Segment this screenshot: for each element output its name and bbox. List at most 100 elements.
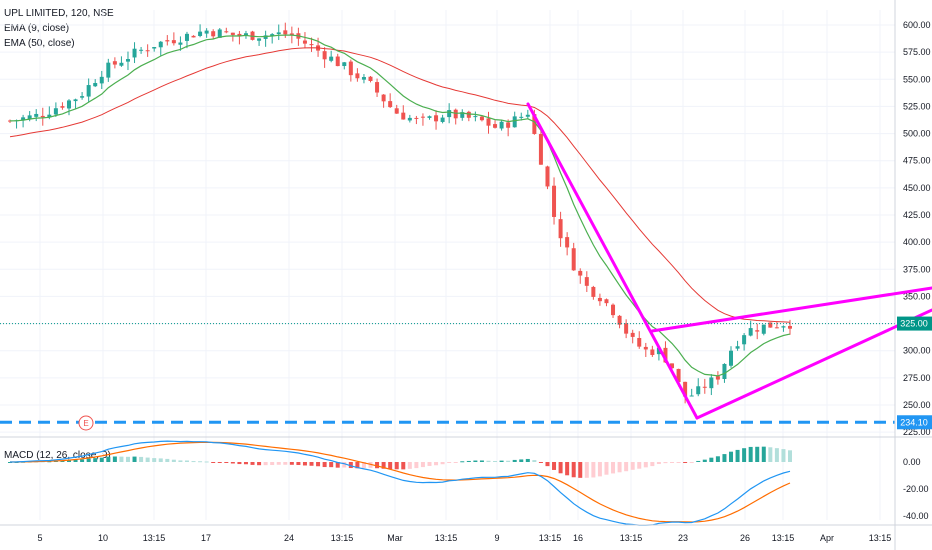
support-price-tag [897,415,932,430]
price-tick-label: 600.00 [903,20,931,30]
macd-histogram-bar [309,462,314,466]
candle-body [755,330,760,332]
macd-tick-label: 0.00 [903,457,921,467]
candle-body [414,117,419,119]
candle-body [217,29,222,38]
candle-body [591,286,596,297]
candle-body [696,386,701,395]
price-tick-label: 350.00 [903,291,931,301]
macd-histogram-bar [768,447,773,462]
macd-histogram-bar [532,460,537,462]
candle-body [27,115,32,120]
macd-histogram-bar [630,462,635,470]
macd-histogram-bar [643,462,648,468]
macd-histogram-bar [276,462,281,465]
price-tick-label: 475.00 [903,156,931,166]
ema50-line [9,47,791,323]
candle-body [348,61,353,76]
candle-body [427,116,432,118]
candle-body [637,338,642,347]
last-price-tag [897,316,932,331]
time-tick-label: 13:15 [435,533,458,543]
macd-histogram-bar [742,448,747,462]
pattern-line[interactable] [650,286,932,333]
candle-body [709,377,714,389]
candle-body [329,56,334,61]
candle-body [86,85,91,97]
macd-histogram-bar [316,462,321,467]
candle-body [119,62,124,66]
macd-histogram-bar [748,446,753,462]
macd-histogram-bar [388,462,393,470]
candle-body [525,114,530,117]
macd-histogram-bar [414,462,419,469]
macd-histogram-bar [729,451,734,462]
candle-body [165,40,170,42]
candle-body [224,31,229,33]
pattern-line[interactable] [695,308,932,420]
macd-histogram-bar [250,462,255,465]
time-tick-label: Apr [820,533,834,543]
macd-histogram-bar [722,454,727,462]
macd-histogram-bar [440,462,445,465]
candle-body [519,116,524,118]
support-price-tag-text: 234.10 [900,417,928,427]
event-marker-label: E [83,419,88,428]
candle-body [702,386,707,388]
last-price-tag-text: 325.00 [900,319,928,329]
candle-body [460,112,465,118]
macd-histogram-bar [571,462,576,478]
macd-histogram-bar [617,462,622,473]
candle-body [145,50,150,52]
candle-body [375,82,380,93]
macd-histogram-bar [709,457,714,462]
macd-histogram-bar [342,462,347,468]
macd-histogram-bar [335,462,340,468]
candle-body [506,122,511,128]
macd-histogram-bar [761,446,766,462]
macd-histogram-bar [375,462,380,469]
macd-histogram-bar [591,462,596,478]
candle-body [243,33,248,36]
macd-histogram-bar [650,462,655,467]
candle-body [683,381,688,397]
candle-body [656,347,661,355]
macd-histogram-bar [348,462,353,469]
time-tick-label: 13:15 [331,533,354,543]
candle-body [158,41,163,48]
candle-body [230,32,235,35]
macd-histogram-bar [257,462,262,466]
macd-histogram-bar [538,462,543,463]
macd-histogram-bar [66,459,71,462]
candle-body [538,134,543,165]
candle-body [499,121,504,129]
macd-histogram-bar [774,448,779,462]
macd-histogram-bar [735,449,740,462]
macd-histogram-bar [112,456,117,462]
candle-body [571,248,576,271]
macd-histogram-bar [584,462,589,478]
candle-body [171,40,176,44]
macd-histogram-bar [552,462,557,470]
macd-histogram-bar [493,460,498,462]
time-tick-label: 13:15 [539,533,562,543]
macd-histogram-bar [676,462,681,463]
pattern-line[interactable] [526,102,699,420]
candle-body [184,33,189,41]
candle-body [270,34,275,36]
candle-body [257,38,262,41]
candle-body [676,368,681,383]
macd-histogram-bar [119,456,124,462]
price-tick-label: 225.00 [903,427,931,437]
event-marker[interactable] [78,415,94,431]
time-tick-label: 13:15 [620,533,643,543]
legend-title: UPL LIMITED, 120, NSE [4,8,114,19]
macd-histogram-bar [361,462,366,469]
candle-body [8,120,12,122]
macd-histogram-bar [755,446,760,462]
macd-histogram-bar [211,462,216,463]
candle-body [486,118,491,126]
candle-body [322,51,327,60]
candle-body [204,30,209,34]
